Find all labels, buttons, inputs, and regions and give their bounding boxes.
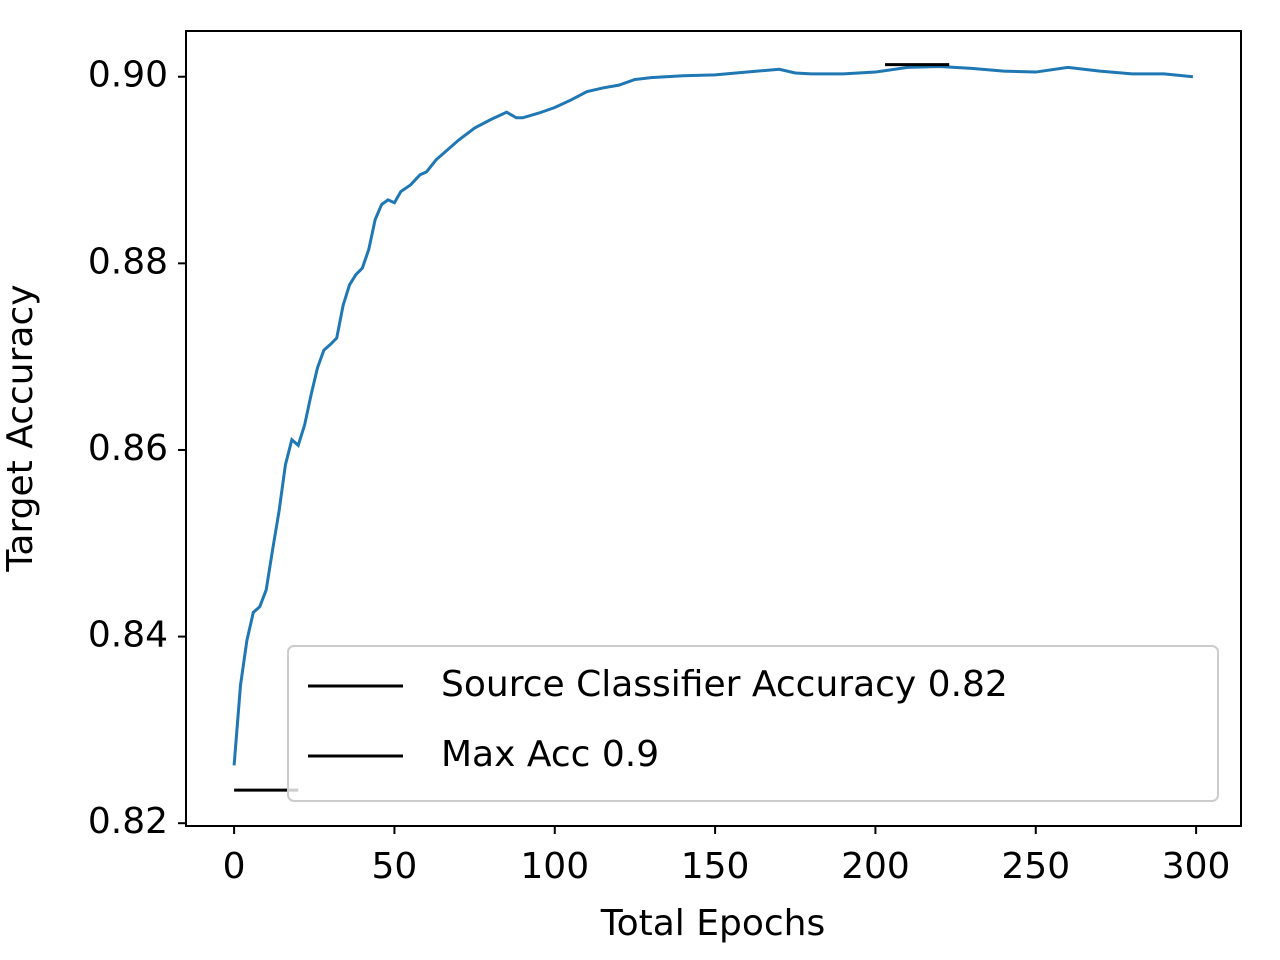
legend-box xyxy=(287,645,1219,802)
plot-frame xyxy=(185,30,1242,827)
x-tick-label: 50 xyxy=(372,846,418,887)
y-tick-label: 0.90 xyxy=(88,55,168,96)
legend-label: Source Classifier Accuracy 0.82 xyxy=(441,664,1008,705)
y-tick-label: 0.88 xyxy=(88,241,168,282)
legend-label: Max Acc 0.9 xyxy=(441,734,659,775)
x-tick-label: 200 xyxy=(841,846,910,887)
x-axis-label: Total Epochs xyxy=(600,903,826,944)
y-tick-label: 0.86 xyxy=(88,428,168,469)
y-axis-label: Target Accuracy xyxy=(0,284,41,572)
data-line xyxy=(232,64,1194,766)
y-tick-label: 0.84 xyxy=(88,615,168,656)
x-tick-label: 300 xyxy=(1162,846,1231,887)
x-tick-label: 150 xyxy=(681,846,750,887)
x-tick-label: 0 xyxy=(223,846,246,887)
y-tick-label: 0.82 xyxy=(88,801,168,842)
x-tick-label: 100 xyxy=(520,846,589,887)
x-tick-label: 250 xyxy=(1001,846,1070,887)
